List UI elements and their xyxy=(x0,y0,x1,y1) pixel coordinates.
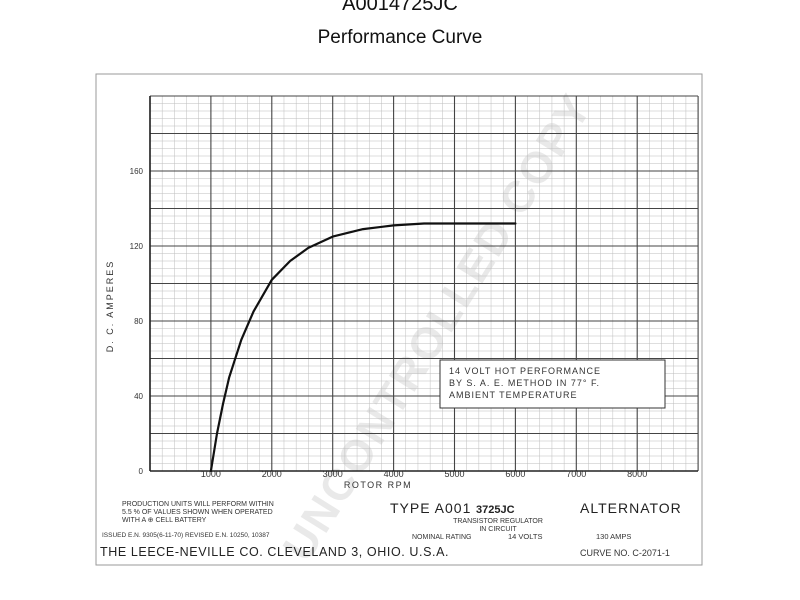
annotation-box xyxy=(439,359,666,409)
alternator-label: ALTERNATOR xyxy=(580,500,682,516)
curve-number: CURVE NO. C-2071-1 xyxy=(580,548,670,558)
annotation-line-1: 14 VOLT HOT PERFORMANCE xyxy=(449,366,601,376)
y-tick-label: 120 xyxy=(130,242,144,251)
x-tick-label: 8000 xyxy=(627,469,647,479)
nominal-rating-label: NOMINAL RATING xyxy=(412,534,472,541)
page-subtitle: Performance Curve xyxy=(317,27,483,48)
y-tick-labels: 0 40 80 120 160 xyxy=(130,167,144,476)
x-tick-label: 6000 xyxy=(505,469,525,479)
model-code: 3725JC xyxy=(476,504,515,516)
regulator-note-2: IN CIRCUIT xyxy=(479,526,517,533)
type-label: TYPE A001 xyxy=(390,500,471,516)
x-tick-label: 4000 xyxy=(384,469,404,479)
y-axis-label: D. C. AMPERES xyxy=(105,260,115,353)
rating-volts: 14 VOLTS xyxy=(508,532,542,541)
x-tick-label: 7000 xyxy=(566,469,586,479)
regulator-note-1: TRANSISTOR REGULATOR xyxy=(453,518,543,525)
company-name: THE LEECE-NEVILLE CO. CLEVELAND 3, OHIO.… xyxy=(100,545,449,559)
issued-line: ISSUED E.N. 9305(6-11-70) REVISED E.N. 1… xyxy=(102,532,270,539)
grid-major xyxy=(149,95,699,472)
series-line xyxy=(209,222,517,473)
rating-amps: 130 AMPS xyxy=(596,532,631,541)
production-note-1: PRODUCTION UNITS WILL PERFORM WITHIN xyxy=(122,501,274,508)
watermark: UNCONTROLLED COPY xyxy=(274,85,602,569)
x-tick-label: 3000 xyxy=(323,469,343,479)
y-tick-label: 0 xyxy=(139,467,144,476)
x-tick-label: 2000 xyxy=(262,469,282,479)
y-tick-label: 160 xyxy=(130,167,144,176)
y-tick-label: 80 xyxy=(134,317,143,326)
y-tick-label: 40 xyxy=(134,392,143,401)
sheet-frame xyxy=(95,73,703,566)
x-tick-labels: 1000 2000 3000 4000 5000 6000 7000 8000 xyxy=(201,469,647,479)
x-tick-label: 1000 xyxy=(201,469,221,479)
page-title: A0014725JC xyxy=(342,0,458,15)
x-tick-label: 5000 xyxy=(444,469,464,479)
production-note-2: 5.5 % OF VALUES SHOWN WHEN OPERATED xyxy=(122,509,273,516)
annotation-line-3: AMBIENT TEMPERATURE xyxy=(449,390,578,400)
x-axis-label: ROTOR RPM xyxy=(344,480,412,490)
production-note-3: WITH A ⊕ CELL BATTERY xyxy=(122,517,207,524)
annotation-line-2: BY S. A. E. METHOD IN 77° F. xyxy=(449,378,600,388)
